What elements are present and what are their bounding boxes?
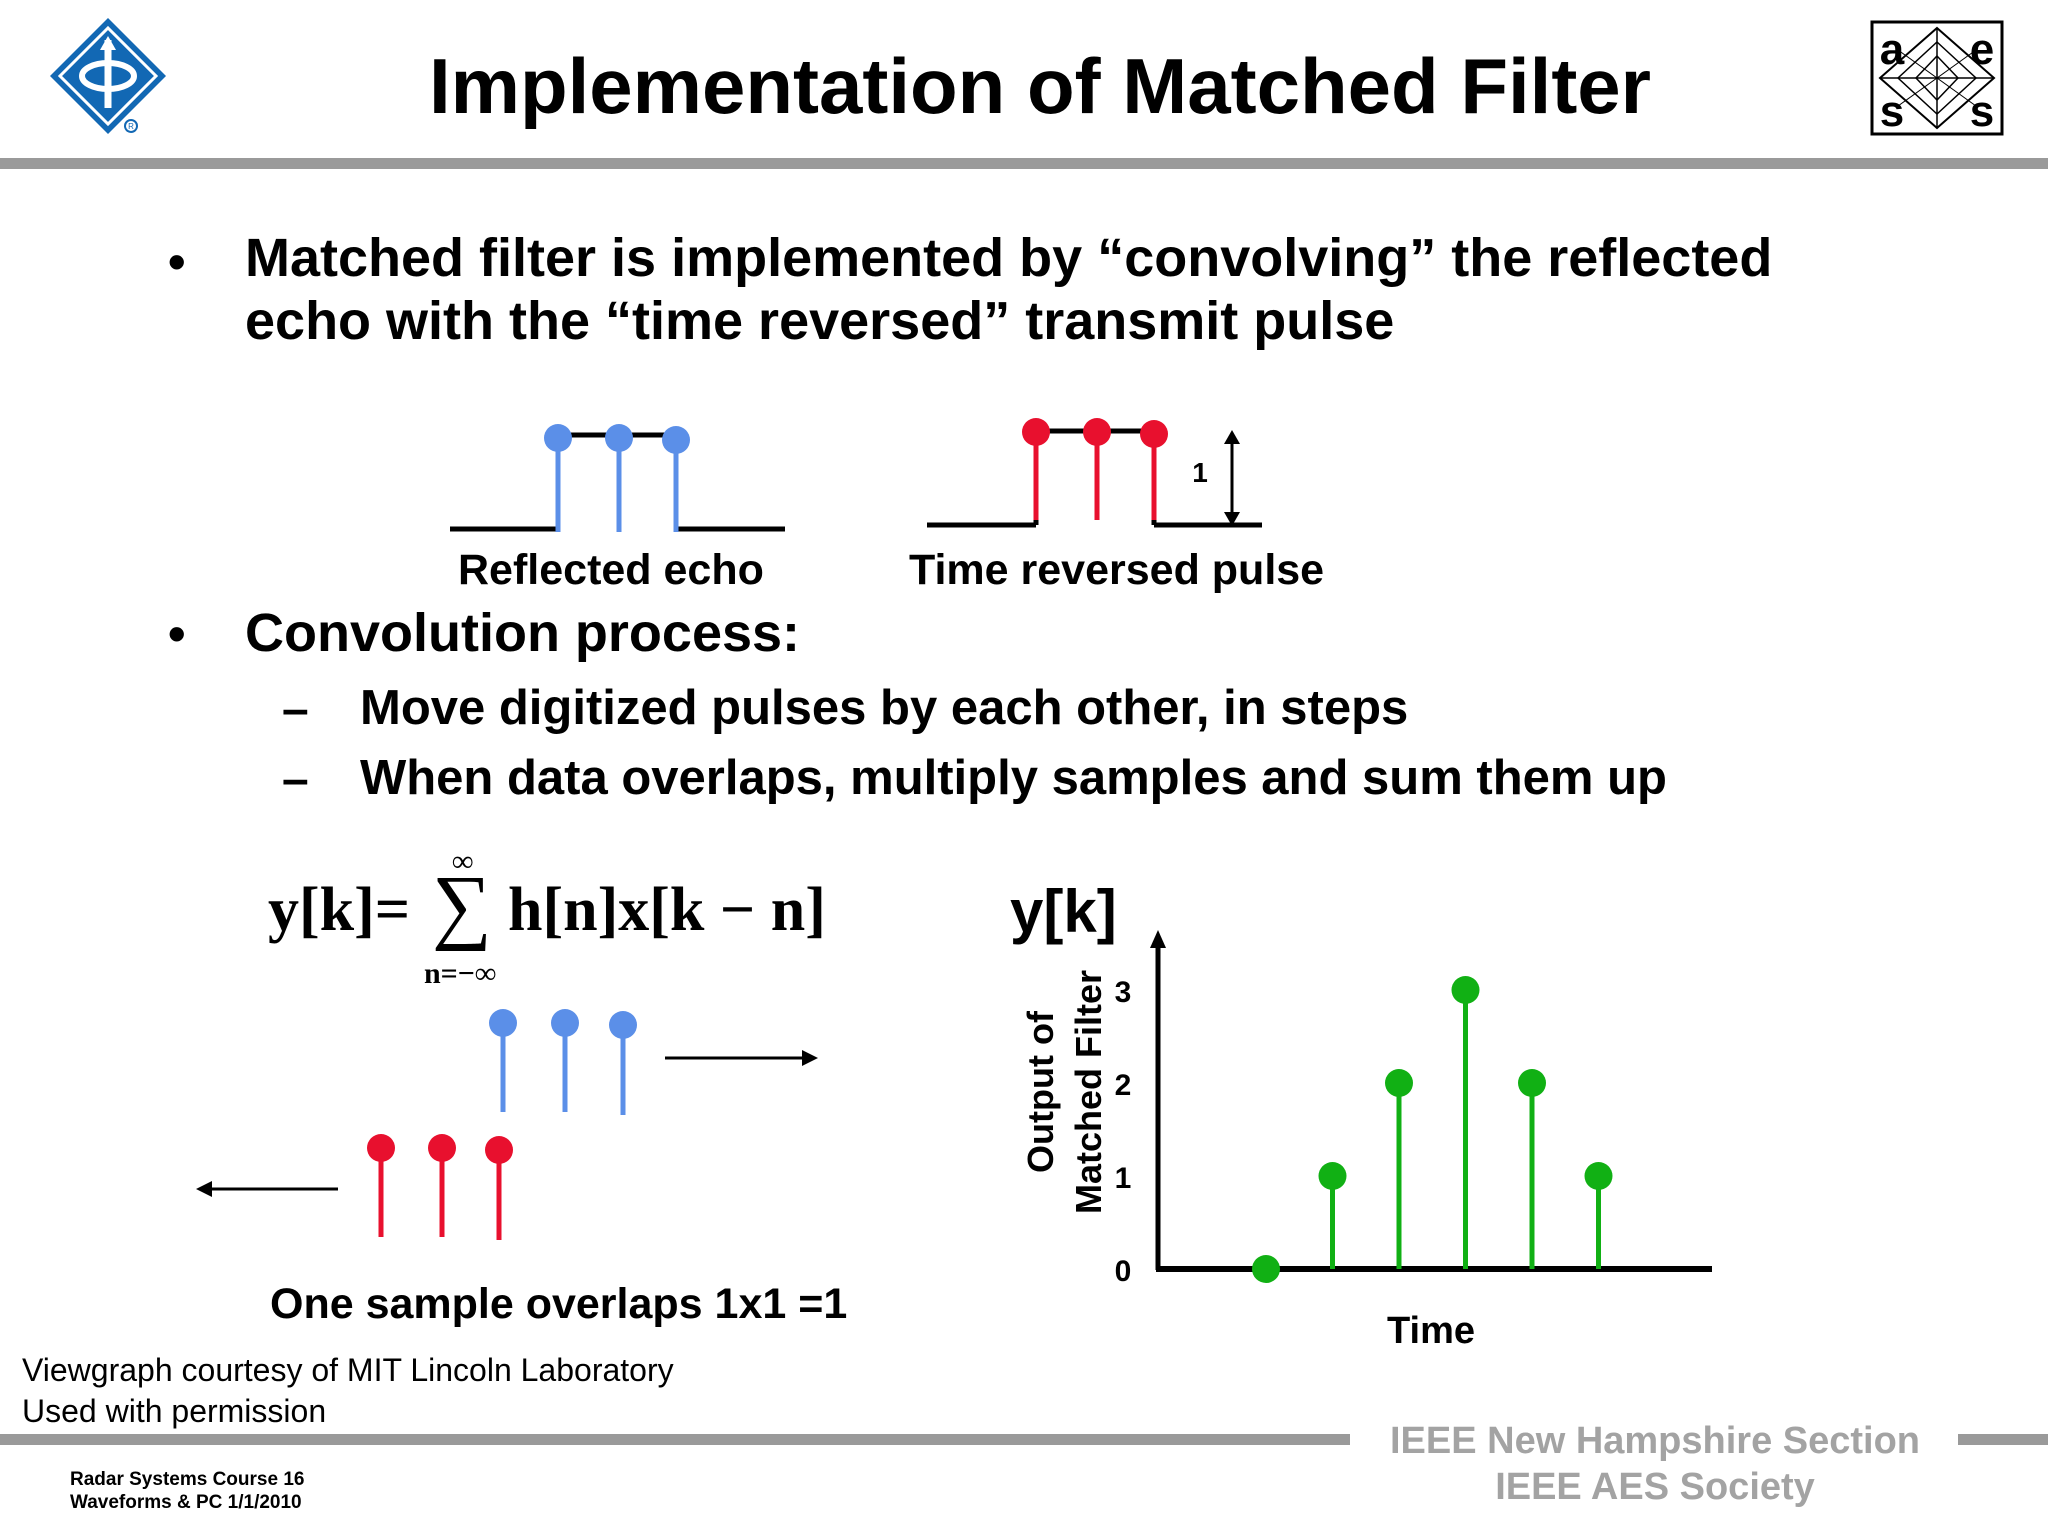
formula-lhs: y[k]=: [268, 876, 411, 944]
footer-date-line: Waveforms & PC 1/1/2010: [70, 1492, 302, 1513]
bottom-rule-right: [1958, 1434, 2048, 1445]
footer-course-line: Radar Systems Course 16: [70, 1469, 305, 1490]
amplitude-label: 1: [1192, 457, 1208, 488]
formula-rhs: h[n]x[k − n]: [508, 876, 826, 944]
chart-ylabel: Output of Matched Filter: [1020, 970, 1109, 1214]
chart-ytick-label: 0: [1115, 1255, 1132, 1288]
footer-course: Radar Systems Course 16 Waveforms & PC 1…: [70, 1468, 304, 1514]
formula-upper-limit: ∞: [452, 845, 474, 878]
chart-stem: [1451, 976, 1480, 1269]
svg-text:R: R: [128, 122, 134, 131]
formula-lower-limit: n=−∞: [424, 957, 497, 990]
chart-ylabel-line-1: Output of: [1020, 1010, 1061, 1173]
chart-axes: [1150, 930, 1712, 1272]
reflected-echo-label: Reflected echo: [458, 546, 764, 594]
chart-ytick-labels: 0 1 2 3: [1115, 976, 1132, 1288]
chart-title: y[k]: [1010, 878, 1117, 945]
chart-stem-point: [1385, 1069, 1413, 1097]
dash-marker-2: –: [282, 753, 309, 806]
bullet-2-text: Convolution process:: [245, 603, 801, 663]
chart-stem-point: [1252, 1255, 1280, 1283]
chart-stem-point: [1451, 976, 1480, 1004]
footer-ieee: IEEE New Hampshire Section IEEE AES Soci…: [1360, 1418, 1950, 1510]
slide-title: Implementation of Matched Filter: [428, 42, 1652, 130]
aes-letter-s2: s: [1970, 87, 1994, 136]
credit-text: Viewgraph courtesy of MIT Lincoln Labora…: [22, 1350, 674, 1432]
sub-bullet-2: When data overlaps, multiply samples and…: [360, 751, 1667, 805]
bullet-1-line-2: echo with the “time reversed” transmit p…: [245, 291, 1395, 351]
chart-ytick-label: 3: [1115, 976, 1132, 1009]
bullet-marker-2: •: [168, 606, 186, 662]
dash-marker-1: –: [282, 683, 309, 736]
chart-xlabel: Time: [1387, 1310, 1475, 1352]
chart-stem: [1584, 1162, 1613, 1269]
bullet-marker: •: [168, 234, 186, 290]
reflected-echo-stems: [544, 424, 690, 532]
credit-line-2: Used with permission: [22, 1393, 327, 1429]
chart-stem: [1318, 1162, 1347, 1269]
moving-red-stems: [367, 1134, 513, 1240]
time-reversed-label: Time reversed pulse: [909, 546, 1325, 594]
overlap-caption: One sample overlaps 1x1 =1: [270, 1280, 848, 1328]
ieee-logo: R: [50, 18, 166, 134]
aes-letter-e: e: [1970, 25, 1994, 74]
credit-line-1: Viewgraph courtesy of MIT Lincoln Labora…: [22, 1352, 674, 1388]
footer-section-line-2: IEEE AES Society: [1495, 1466, 1815, 1508]
sub-bullet-1: Move digitized pulses by each other, in …: [360, 681, 1409, 735]
convolution-formula: y[k]= ∞ ∑ n=−∞ h[n]x[k − n]: [268, 845, 826, 995]
bullet-1-text: Matched filter is implemented by “convol…: [245, 227, 1772, 353]
bottom-rule-left: [0, 1434, 1350, 1445]
chart-stem: [1252, 1255, 1280, 1283]
chart-ylabel-line-2: Matched Filter: [1068, 970, 1109, 1214]
chart-stem-point: [1584, 1162, 1613, 1190]
right-arrow: [665, 1050, 818, 1066]
chart-ytick-label: 1: [1115, 1162, 1132, 1195]
chart-ytick-label: 2: [1115, 1069, 1132, 1102]
moving-blue-stems: [489, 1009, 637, 1115]
footer-section-line-1: IEEE New Hampshire Section: [1389, 1420, 1921, 1462]
amplitude-arrow: [1224, 430, 1240, 526]
output-chart: y[k] Output of Matched Filter 0 1 2 3 Time: [1010, 878, 1712, 1352]
top-rule: [0, 158, 2048, 169]
chart-stem-point: [1318, 1162, 1347, 1190]
chart-stems: [1252, 976, 1613, 1283]
aes-letter-s1: s: [1880, 87, 1904, 136]
chart-stem: [1518, 1069, 1546, 1269]
aes-logo: a e s s: [1870, 20, 2004, 136]
moving-pulses: [196, 1009, 818, 1240]
chart-stem: [1385, 1069, 1413, 1269]
bullet-1-line-1: Matched filter is implemented by “convol…: [245, 228, 1773, 288]
aes-letter-a: a: [1880, 25, 1905, 74]
left-arrow: [196, 1181, 338, 1197]
formula-sigma: ∑: [432, 859, 492, 952]
time-reversed-stems: [1022, 418, 1168, 520]
pulse-diagram: 1: [450, 418, 1262, 532]
chart-stem-point: [1518, 1069, 1546, 1097]
